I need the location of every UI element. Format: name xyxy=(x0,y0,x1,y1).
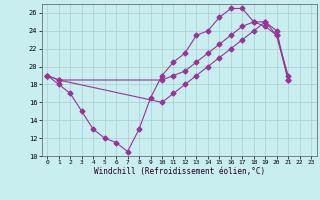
X-axis label: Windchill (Refroidissement éolien,°C): Windchill (Refroidissement éolien,°C) xyxy=(94,167,265,176)
